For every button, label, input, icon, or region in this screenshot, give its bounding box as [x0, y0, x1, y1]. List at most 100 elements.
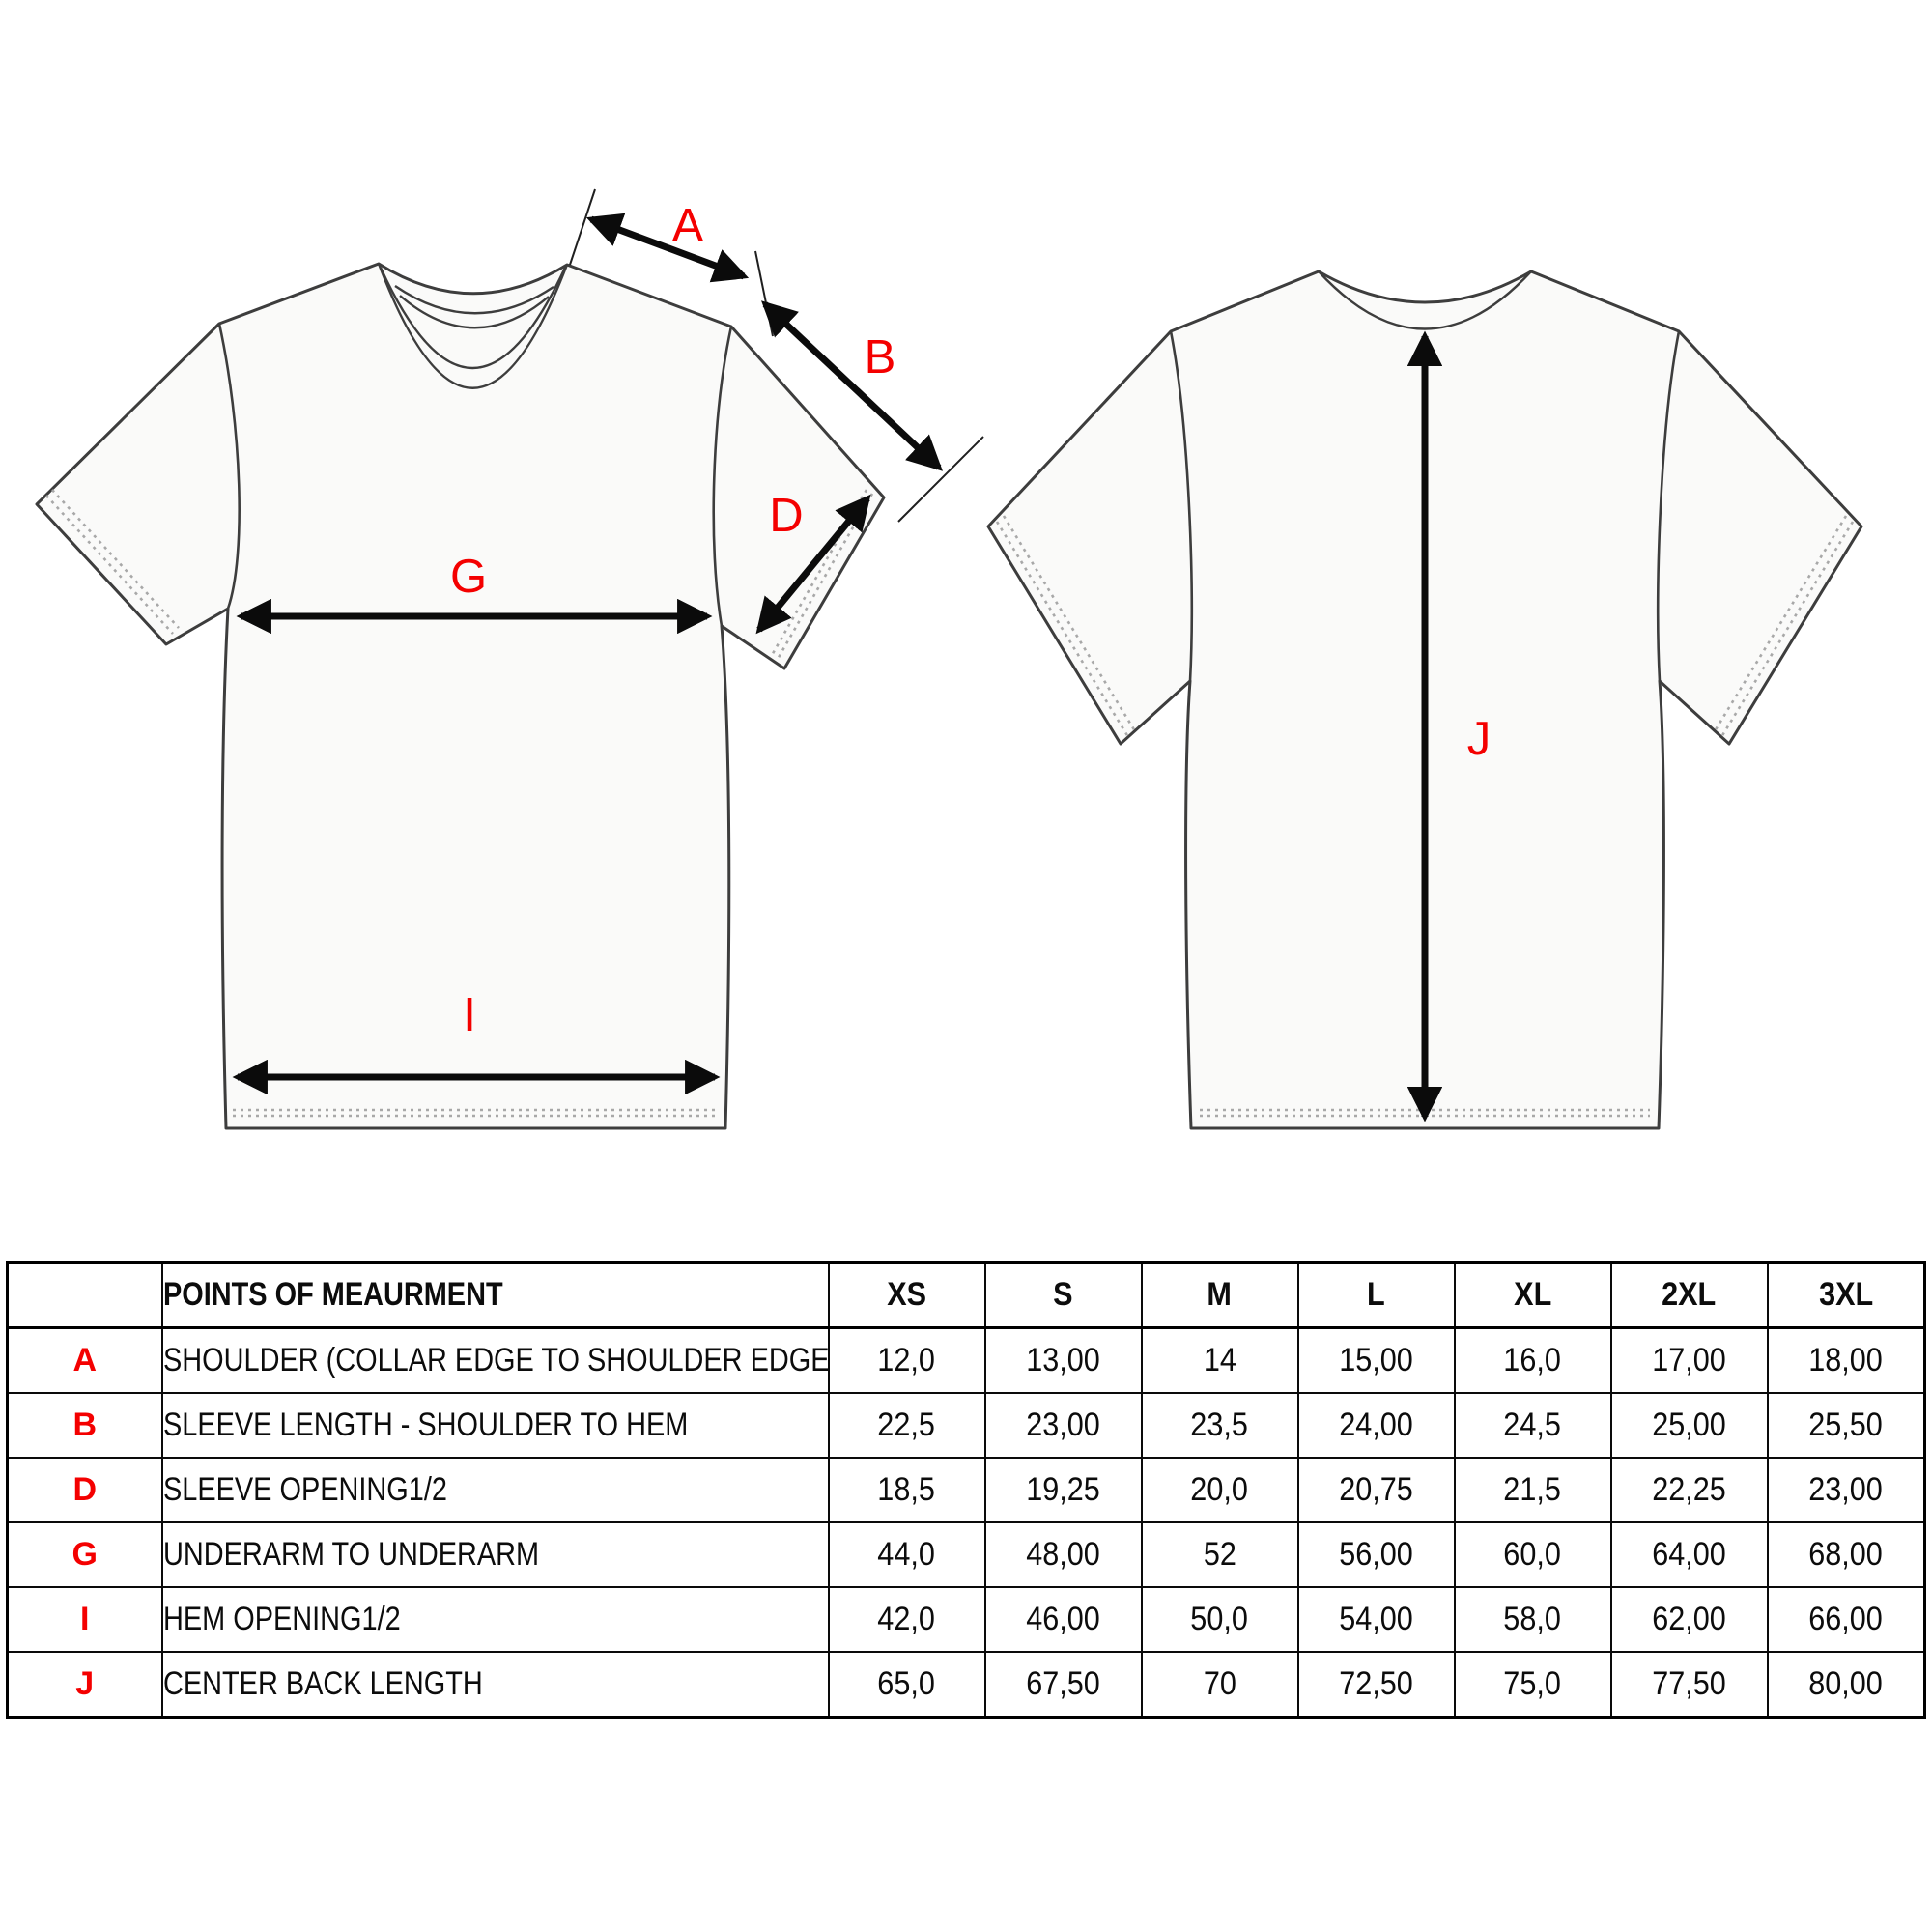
header-size-s: S: [983, 1261, 1143, 1329]
size-label: 3XL: [1818, 1276, 1873, 1313]
value-cell: 60,0: [1453, 1521, 1612, 1588]
value-cell: 70: [1140, 1651, 1299, 1719]
value-cell: 20,0: [1140, 1457, 1299, 1523]
front-right-armhole-seam: [712, 326, 733, 627]
measure-value: 22,5: [877, 1406, 936, 1443]
measure-value: 66,00: [1808, 1601, 1884, 1637]
value-cell: 58,0: [1453, 1586, 1612, 1653]
collar-outer-curve: [377, 263, 569, 389]
table-row: G UNDERARM TO UNDERARM 44,0 48,00 52 56,…: [6, 1521, 1926, 1588]
value-cell: 20,75: [1296, 1457, 1456, 1523]
back-shirt-drawing: J: [986, 270, 1863, 1130]
label-i: I: [463, 989, 476, 1041]
point-letter: J: [75, 1665, 95, 1702]
point-description: SLEEVE LENGTH - SHOULDER TO HEM: [162, 1406, 688, 1443]
back-left-sleeve-stitch-line: [1002, 515, 1137, 732]
value-cell: 13,00: [983, 1326, 1143, 1394]
sleeve-end-tick-line: [897, 436, 984, 523]
value-cell: 64,00: [1609, 1521, 1769, 1588]
row-letter-cell: J: [6, 1651, 163, 1719]
measure-value: 23,00: [1026, 1406, 1100, 1443]
measure-value: 54,00: [1339, 1601, 1413, 1637]
measure-value: 23,00: [1808, 1471, 1884, 1508]
measure-value: 58,0: [1503, 1601, 1562, 1637]
back-left-sleeve-stitch-line: [995, 521, 1130, 738]
measure-value: 20,0: [1190, 1471, 1249, 1508]
value-cell: 72,50: [1296, 1651, 1456, 1719]
value-cell: 17,00: [1609, 1326, 1769, 1394]
header-size-xs: XS: [827, 1261, 986, 1329]
measure-value: 14: [1203, 1342, 1236, 1378]
label-a: A: [672, 200, 704, 252]
size-label: XL: [1513, 1276, 1552, 1313]
header-size-m: M: [1140, 1261, 1299, 1329]
value-cell: 12,0: [827, 1326, 986, 1394]
table-row: D SLEEVE OPENING1/2 18,5 19,25 20,0 20,7…: [6, 1457, 1926, 1523]
value-cell: 65,0: [827, 1651, 986, 1719]
measure-value: 19,25: [1026, 1471, 1100, 1508]
measure-value: 22,25: [1652, 1471, 1726, 1508]
back-left-armhole-seam: [1169, 330, 1193, 682]
label-b: B: [865, 331, 896, 384]
measure-value: 65,0: [877, 1665, 936, 1702]
value-cell: 23,00: [1766, 1457, 1926, 1523]
point-description: CENTER BACK LENGTH: [162, 1665, 483, 1702]
value-cell: 77,50: [1609, 1651, 1769, 1719]
size-label: M: [1207, 1276, 1233, 1313]
measure-value: 20,75: [1339, 1471, 1413, 1508]
row-desc-cell: HEM OPENING1/2: [160, 1586, 830, 1653]
header-size-l: L: [1296, 1261, 1456, 1329]
value-cell: 25,50: [1766, 1392, 1926, 1459]
size-label: S: [1053, 1276, 1073, 1313]
front-shirt-drawing: A B D G I: [35, 188, 984, 1130]
table-header-row: POINTS OF MEAURMENT XS S M L XL 2XL 3XL: [6, 1261, 1926, 1329]
measure-value: 24,00: [1339, 1406, 1413, 1443]
header-title: POINTS OF MEAURMENT: [162, 1276, 503, 1313]
measure-arrow-d: [755, 494, 871, 635]
value-cell: 23,00: [983, 1392, 1143, 1459]
collar-inner-curve: [379, 267, 567, 370]
measure-value: 18,00: [1808, 1342, 1884, 1378]
point-description: HEM OPENING1/2: [162, 1601, 401, 1637]
measure-value: 75,0: [1503, 1665, 1562, 1702]
value-cell: 15,00: [1296, 1326, 1456, 1394]
point-letter: B: [72, 1406, 98, 1443]
shoulder-edge-tick-line: [754, 250, 774, 337]
size-chart-table: POINTS OF MEAURMENT XS S M L XL 2XL 3XL …: [6, 1261, 1926, 1719]
point-description: UNDERARM TO UNDERARM: [162, 1536, 539, 1573]
measure-value: 80,00: [1808, 1665, 1884, 1702]
measure-value: 13,00: [1026, 1342, 1100, 1378]
value-cell: 23,5: [1140, 1392, 1299, 1459]
value-cell: 21,5: [1453, 1457, 1612, 1523]
row-letter-cell: I: [6, 1586, 163, 1653]
label-g: G: [450, 551, 487, 603]
measure-value: 25,00: [1652, 1406, 1726, 1443]
row-letter-cell: G: [6, 1521, 163, 1588]
row-letter-cell: B: [6, 1392, 163, 1459]
point-description: SHOULDER (COLLAR EDGE TO SHOULDER EDGE): [162, 1342, 829, 1378]
value-cell: 66,00: [1766, 1586, 1926, 1653]
value-cell: 24,5: [1453, 1392, 1612, 1459]
row-desc-cell: SHOULDER (COLLAR EDGE TO SHOULDER EDGE): [160, 1326, 830, 1394]
measure-value: 24,5: [1503, 1406, 1562, 1443]
row-letter-cell: D: [6, 1457, 163, 1523]
back-collar-inner-curve: [1318, 270, 1532, 330]
point-letter: G: [71, 1536, 98, 1573]
value-cell: 18,00: [1766, 1326, 1926, 1394]
header-size-xl: XL: [1453, 1261, 1612, 1329]
left-sleeve-stitch-line: [45, 495, 174, 635]
value-cell: 22,5: [827, 1392, 986, 1459]
table-row: I HEM OPENING1/2 42,0 46,00 50,0 54,00 5…: [6, 1586, 1926, 1653]
measure-value: 64,00: [1652, 1536, 1726, 1573]
measure-value: 77,50: [1652, 1665, 1726, 1702]
header-size-3xl: 3XL: [1766, 1261, 1926, 1329]
header-title-cell: POINTS OF MEAURMENT: [160, 1261, 830, 1329]
value-cell: 16,0: [1453, 1326, 1612, 1394]
collar-rib-line: [399, 295, 550, 329]
back-right-sleeve-stitch-line: [1713, 515, 1848, 732]
measure-value: 17,00: [1652, 1342, 1726, 1378]
header-letter-cell: [6, 1261, 163, 1329]
size-label: L: [1367, 1276, 1385, 1313]
measure-arrow-a: [585, 213, 750, 283]
